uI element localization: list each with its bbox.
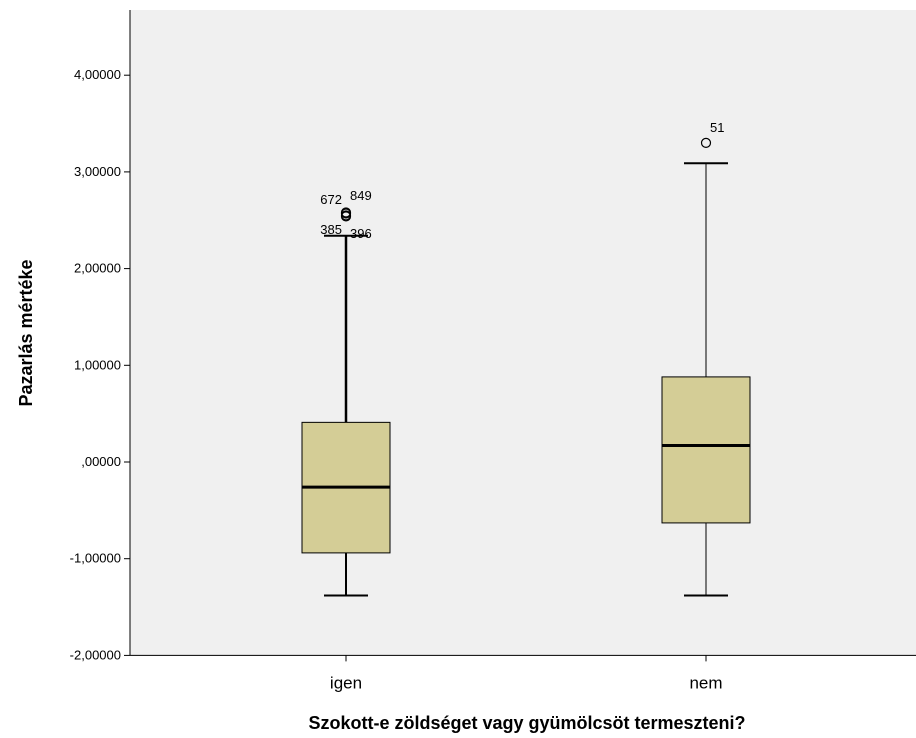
outlier-point bbox=[340, 210, 352, 221]
outlier-label: 51 bbox=[710, 120, 724, 135]
y-tick-label: 2,00000 bbox=[74, 261, 121, 276]
y-tick-label: 1,00000 bbox=[74, 357, 121, 372]
y-tick-label: 3,00000 bbox=[74, 164, 121, 179]
boxes: 672 849 385 396 51 bbox=[301, 120, 751, 597]
iqr-box bbox=[661, 376, 751, 524]
outlier-point bbox=[700, 137, 712, 148]
y-axis: -2,00000 -1,00000 ,00000 1,00000 2,00000 3,00… bbox=[70, 10, 131, 662]
outlier-point bbox=[340, 207, 352, 218]
box-group-nem bbox=[661, 137, 751, 597]
x-axis-title: Szokott-e zöldséget vagy gyümölcsöt term… bbox=[308, 713, 745, 733]
y-tick-label: -2,00000 bbox=[70, 647, 121, 662]
x-axis: igen nem bbox=[130, 654, 916, 692]
y-tick-label: ,00000 bbox=[81, 454, 121, 469]
plot-area bbox=[130, 10, 916, 656]
outlier-label: 396 bbox=[350, 226, 372, 241]
outlier-label: 849 bbox=[350, 188, 372, 203]
outlier-label: 385 bbox=[320, 222, 342, 237]
outlier-label: 672 bbox=[320, 192, 342, 207]
x-tick-label: nem bbox=[689, 673, 722, 692]
box-group-igen bbox=[301, 207, 391, 597]
y-tick-label: 4,00000 bbox=[74, 67, 121, 82]
y-axis-title: Pazarlás mértéke bbox=[16, 259, 36, 406]
x-tick-label: igen bbox=[330, 673, 362, 692]
y-tick-label: -1,00000 bbox=[70, 551, 121, 566]
